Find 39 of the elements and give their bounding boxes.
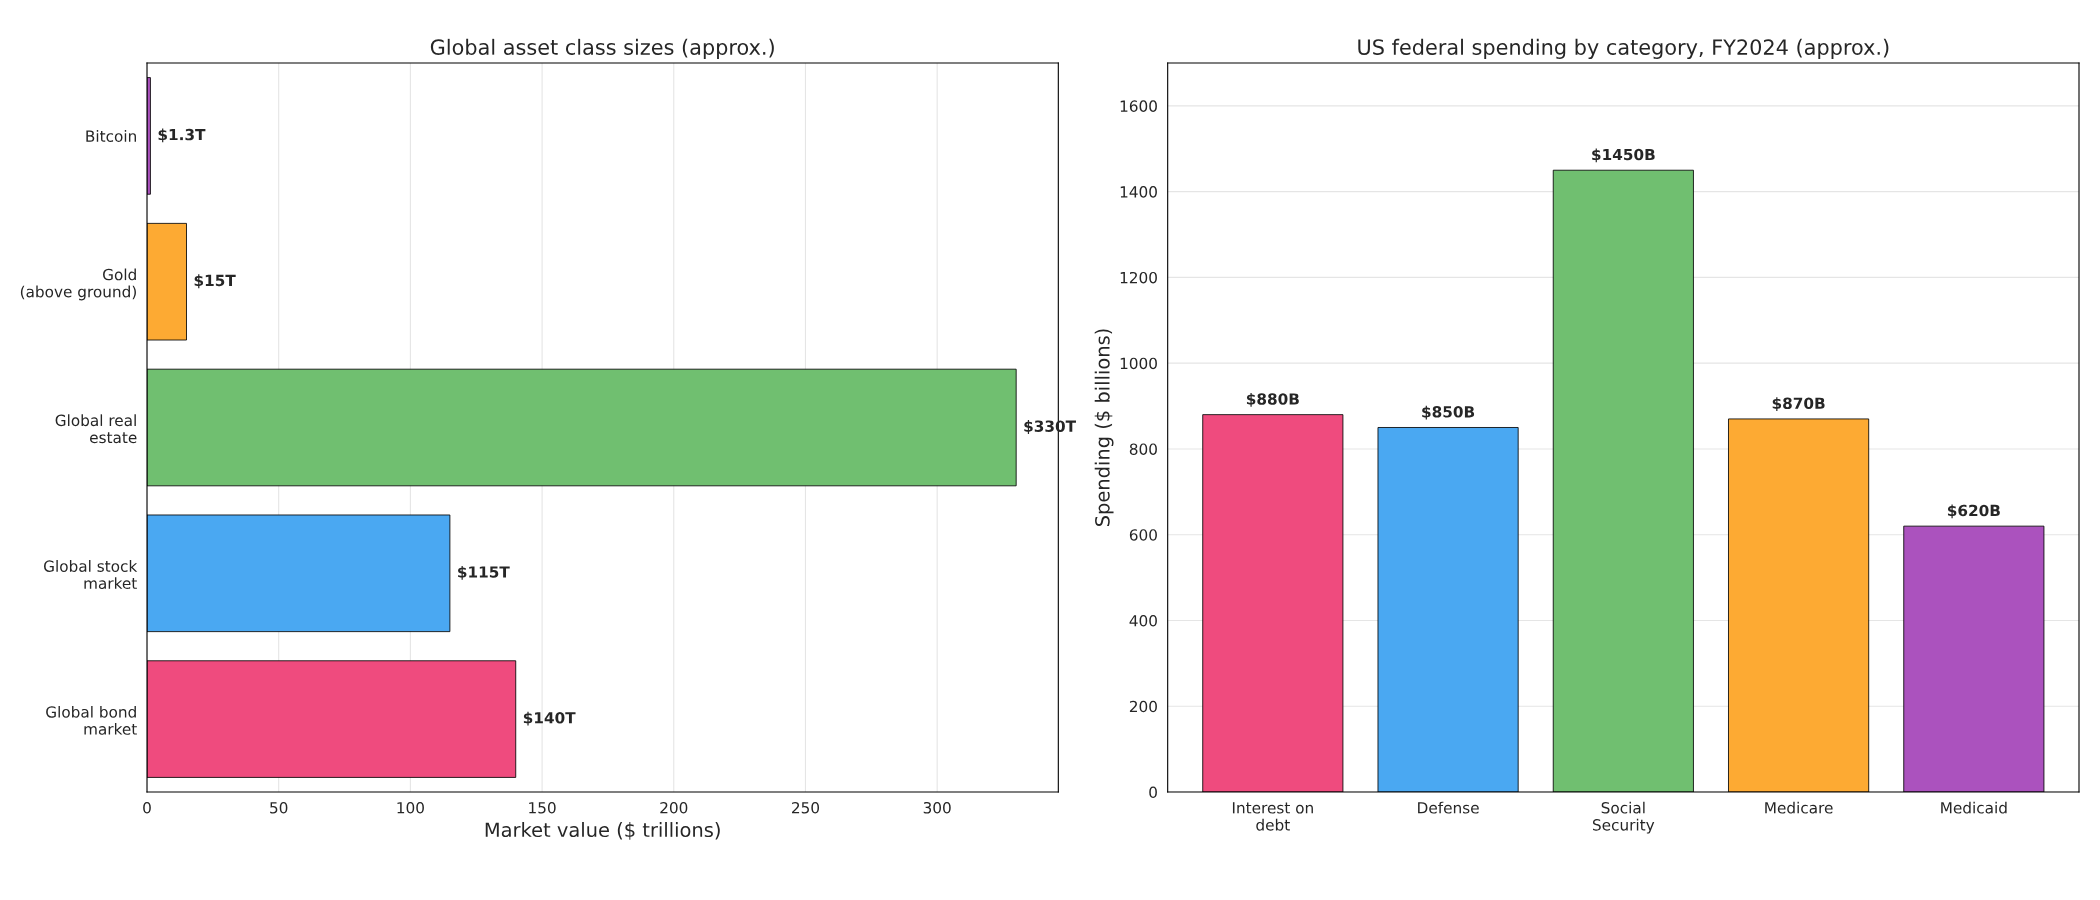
x-tick-label: Interest on debt xyxy=(1232,802,1313,831)
y-tick-label: Global real estate xyxy=(55,414,137,444)
chart-title: Global asset class sizes (approx.) xyxy=(430,38,774,59)
y-tick-label: 600 xyxy=(1129,529,1157,541)
data-label: $870B xyxy=(1772,397,1825,412)
x-tick-label: Medicaid xyxy=(1941,801,2007,814)
x-tick-label: 250 xyxy=(792,801,820,814)
y-tick-label: 200 xyxy=(1129,700,1157,713)
x-tick-label: 0 xyxy=(143,801,151,814)
y-tick-label: 1600 xyxy=(1120,100,1157,112)
data-label: $140T xyxy=(523,711,576,726)
x-tick-label: 100 xyxy=(397,801,424,814)
y-tick-label: 1400 xyxy=(1120,186,1157,198)
y-tick-label: Gold (above ground) xyxy=(20,268,136,301)
y-tick-label: 400 xyxy=(1129,614,1157,627)
data-label: $850B xyxy=(1422,405,1475,420)
y-tick-label: Global stock market xyxy=(44,560,138,590)
data-label: $1.3T xyxy=(158,128,206,143)
chart-title: US federal spending by category, FY2024 (approx.) xyxy=(1358,38,1889,59)
data-label: $15T xyxy=(194,274,236,289)
y-axis-title: Spending ($ billions) xyxy=(1094,329,1114,527)
y-tick-label: 1200 xyxy=(1120,271,1157,284)
x-tick-label: 150 xyxy=(529,801,556,814)
x-axis-title: Market value ($ trillions) xyxy=(485,822,720,840)
data-label: $620B xyxy=(1947,504,2000,519)
y-tick-label: 800 xyxy=(1129,443,1157,455)
x-tick-label: 200 xyxy=(660,801,688,814)
x-tick-label: Social Security xyxy=(1592,801,1655,834)
data-label: $1450B xyxy=(1592,148,1655,163)
y-tick-label: 1000 xyxy=(1120,357,1157,370)
x-tick-label: 50 xyxy=(270,801,288,814)
y-tick-label: 0 xyxy=(1149,786,1157,799)
y-tick-label: Global bond market xyxy=(46,705,137,735)
data-label: $880B xyxy=(1246,392,1299,407)
x-tick-label: Defense xyxy=(1418,801,1479,814)
data-label: $115T xyxy=(458,565,510,580)
x-tick-label: 300 xyxy=(923,801,951,814)
y-tick-label: Bitcoin xyxy=(86,130,136,142)
x-tick-label: Medicare xyxy=(1765,801,1833,814)
